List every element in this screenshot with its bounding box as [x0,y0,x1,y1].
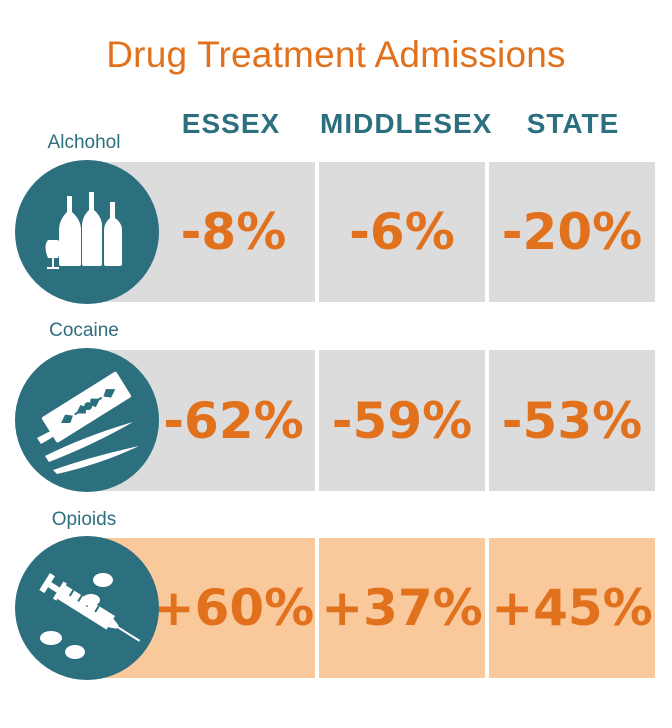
razor-blade-icon [15,348,159,492]
page-title: Drug Treatment Admissions [106,34,566,75]
cell-alcohol-state: -20% [489,162,655,302]
value-alcohol-middlesex: -6% [349,203,455,261]
row-label-alcohol: Alchohol [47,132,121,153]
row-label-opioids: Opioids [51,509,117,530]
value-opioids-essex: +60% [152,579,315,637]
cell-alcohol-middlesex: -6% [319,162,485,302]
value-opioids-middlesex: +37% [321,579,483,637]
column-header-middlesex: MIDDLESEX [320,108,493,139]
value-alcohol-state: -20% [501,203,643,261]
column-header-essex: ESSEX [181,108,281,139]
cell-cocaine-state: -53% [489,350,655,491]
cell-opioids-state: +45% [489,538,655,678]
value-cocaine-essex: -62% [163,391,304,450]
value-cocaine-state: -53% [501,391,643,450]
value-alcohol-essex: -8% [180,203,287,261]
alcohol-bottles-icon [15,160,159,304]
cell-cocaine-middlesex: -59% [319,350,485,491]
value-cocaine-middlesex: -59% [331,391,473,450]
column-header-state: STATE [526,108,620,139]
row-label-cocaine: Cocaine [49,320,119,341]
cell-opioids-middlesex: +37% [319,538,485,678]
syringe-pills-icon [15,536,159,680]
value-opioids-state: +45% [491,579,653,637]
